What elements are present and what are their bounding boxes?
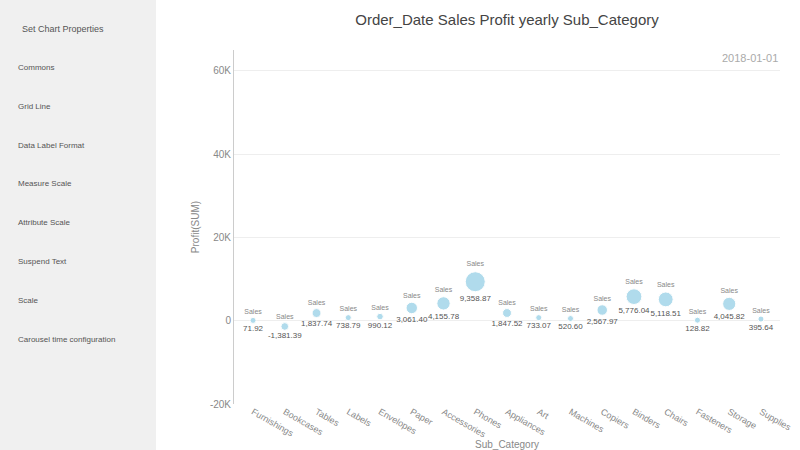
svg-text:Supplies: Supplies: [758, 406, 793, 432]
svg-text:1,837.74: 1,837.74: [301, 319, 333, 328]
svg-text:-1,381.39: -1,381.39: [268, 331, 302, 340]
svg-text:Paper: Paper: [409, 406, 435, 427]
svg-text:Sales: Sales: [530, 305, 548, 312]
svg-text:Appliances: Appliances: [504, 406, 548, 437]
svg-text:Measure Scale: Measure Scale: [18, 179, 72, 188]
svg-text:Sales: Sales: [244, 308, 262, 315]
svg-text:4,155.78: 4,155.78: [428, 312, 460, 321]
svg-text:1,847.52: 1,847.52: [491, 319, 523, 328]
svg-text:Sub_Category: Sub_Category: [475, 439, 539, 450]
svg-text:Fasteners: Fasteners: [694, 406, 734, 435]
svg-text:5,776.04: 5,776.04: [618, 306, 650, 315]
svg-text:Accessories: Accessories: [440, 406, 487, 439]
svg-text:Sales: Sales: [403, 292, 421, 299]
svg-text:3,061.40: 3,061.40: [396, 315, 428, 324]
svg-text:Sales: Sales: [752, 307, 770, 314]
svg-text:Envelopes: Envelopes: [377, 406, 419, 436]
svg-text:Bookcases: Bookcases: [282, 406, 326, 437]
svg-text:9,358.87: 9,358.87: [460, 294, 492, 303]
svg-text:0: 0: [225, 315, 231, 326]
svg-text:990.12: 990.12: [368, 321, 393, 330]
svg-text:Sales: Sales: [276, 313, 294, 320]
svg-text:Profit(SUM): Profit(SUM): [190, 201, 201, 253]
svg-text:20K: 20K: [213, 232, 231, 243]
svg-text:Storage: Storage: [726, 406, 758, 430]
svg-text:Sales: Sales: [498, 299, 516, 306]
svg-text:Machines: Machines: [567, 406, 606, 434]
svg-text:Tables: Tables: [313, 406, 341, 428]
svg-text:Chairs: Chairs: [662, 406, 690, 428]
svg-text:733.07: 733.07: [527, 321, 552, 330]
svg-text:40K: 40K: [213, 149, 231, 160]
svg-text:Sales: Sales: [657, 281, 675, 288]
svg-text:Suspend Text: Suspend Text: [18, 257, 67, 266]
svg-text:2,567.97: 2,567.97: [587, 317, 619, 326]
svg-text:Set Chart Properties: Set Chart Properties: [22, 24, 104, 34]
svg-text:Sales: Sales: [371, 304, 389, 311]
svg-text:Sales: Sales: [435, 286, 453, 293]
svg-text:4,045.82: 4,045.82: [714, 312, 746, 321]
svg-text:Carousel time configuration: Carousel time configuration: [18, 335, 115, 344]
svg-text:520.60: 520.60: [558, 322, 583, 331]
svg-text:395.64: 395.64: [749, 323, 774, 332]
svg-text:60K: 60K: [213, 65, 231, 76]
svg-text:Phones: Phones: [472, 406, 504, 430]
svg-text:-20K: -20K: [210, 399, 231, 410]
svg-text:Commons: Commons: [18, 63, 54, 72]
svg-text:2018-01-01: 2018-01-01: [722, 52, 778, 64]
svg-text:Sales: Sales: [340, 305, 358, 312]
svg-text:738.79: 738.79: [336, 321, 361, 330]
svg-text:Sales: Sales: [593, 295, 611, 302]
svg-text:Order_Date Sales Profit yearly: Order_Date Sales Profit yearly Sub_Categ…: [355, 11, 659, 28]
svg-text:Sales: Sales: [467, 260, 485, 267]
svg-text:Attribute Scale: Attribute Scale: [18, 218, 71, 227]
svg-text:71.92: 71.92: [243, 324, 264, 333]
svg-text:Scale: Scale: [18, 296, 39, 305]
svg-text:Art: Art: [535, 406, 550, 421]
svg-text:Copiers: Copiers: [599, 406, 631, 430]
svg-text:Sales: Sales: [689, 308, 707, 315]
svg-text:128.82: 128.82: [685, 324, 710, 333]
svg-text:Sales: Sales: [625, 278, 643, 285]
svg-text:Sales: Sales: [562, 306, 580, 313]
svg-text:Sales: Sales: [720, 287, 738, 294]
svg-text:Data Label Format: Data Label Format: [18, 141, 85, 150]
svg-text:5,118.51: 5,118.51: [650, 309, 681, 318]
svg-text:Binders: Binders: [631, 406, 663, 430]
svg-text:Furnishings: Furnishings: [250, 406, 296, 438]
svg-text:Labels: Labels: [345, 406, 373, 428]
svg-text:Sales: Sales: [308, 299, 326, 306]
svg-text:Grid Line: Grid Line: [18, 102, 51, 111]
